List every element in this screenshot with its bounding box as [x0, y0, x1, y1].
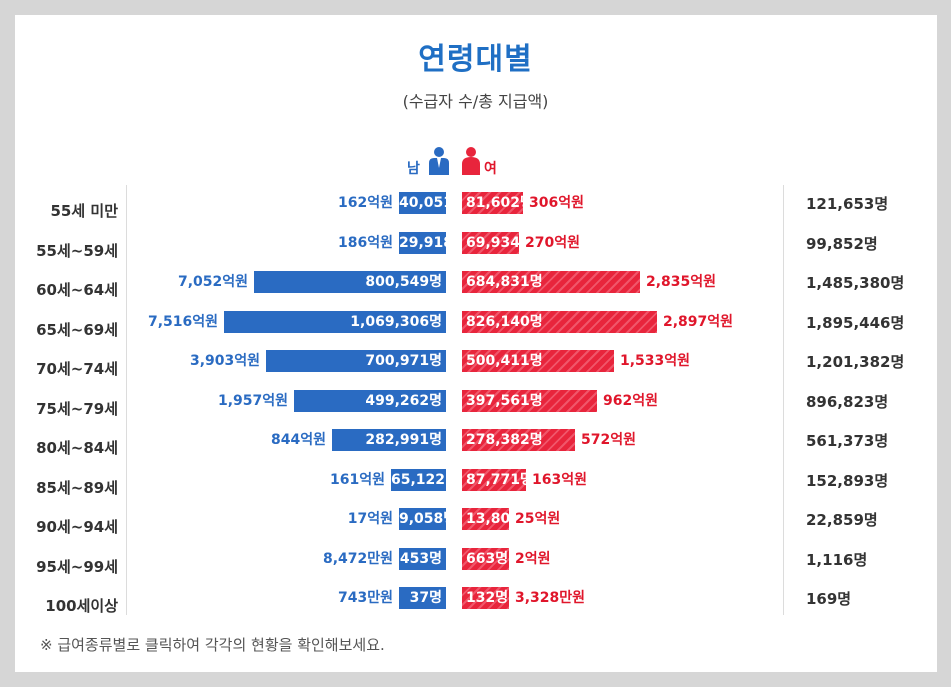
- female-amount-label: 2억원: [515, 551, 551, 567]
- male-bar[interactable]: 37명: [399, 587, 446, 609]
- male-amount-label: 161억원: [330, 472, 385, 488]
- male-amount-label: 186억원: [338, 235, 393, 251]
- female-amount-label: 25억원: [515, 511, 561, 527]
- female-bar[interactable]: 397,561명: [462, 390, 597, 412]
- female-bar[interactable]: 69,934명: [462, 232, 533, 254]
- female-bar[interactable]: 87,771명: [462, 469, 533, 491]
- male-amount-label: 8,472만원: [322, 551, 393, 567]
- male-amount-label: 743만원: [338, 590, 393, 606]
- female-bar[interactable]: 663명: [462, 548, 509, 570]
- male-amount-label: 3,903억원: [189, 353, 260, 369]
- total-label: 1,201,382명: [806, 353, 905, 371]
- female-amount-label: 306억원: [529, 195, 584, 211]
- category-label: 70세~74세: [36, 360, 118, 378]
- legend-male-label: 남: [407, 161, 420, 177]
- male-bar[interactable]: 1,069,306명: [224, 311, 446, 333]
- category-label: 55세~59세: [36, 242, 118, 260]
- male-bar[interactable]: 65,122명: [391, 469, 458, 491]
- female-amount-label: 3,328만원: [515, 590, 586, 606]
- category-label: 85세~89세: [36, 479, 118, 497]
- female-person-icon: [462, 147, 480, 175]
- category-label: 75세~79세: [36, 400, 118, 418]
- female-amount-label: 1,533억원: [620, 353, 691, 369]
- chart-title: 연령대별: [418, 42, 533, 77]
- female-bar[interactable]: 132명: [462, 587, 509, 609]
- total-label: 22,859명: [806, 511, 878, 529]
- category-label: 95세~99세: [36, 558, 118, 576]
- category-label: 65세~69세: [36, 321, 118, 339]
- female-amount-label: 962억원: [603, 393, 658, 409]
- total-label: 99,852명: [806, 235, 878, 253]
- male-person-icon: [429, 147, 449, 175]
- female-bar[interactable]: 500,411명: [462, 350, 614, 372]
- total-label: 1,116명: [806, 551, 868, 569]
- male-bar[interactable]: 40,051명: [399, 192, 466, 214]
- male-amount-label: 162억원: [338, 195, 393, 211]
- left-divider: [126, 185, 127, 615]
- total-label: 152,893명: [806, 472, 889, 490]
- male-bar[interactable]: 800,549명: [254, 271, 446, 293]
- female-amount-label: 572억원: [581, 432, 636, 448]
- female-amount-label: 2,897억원: [663, 314, 734, 330]
- male-bar[interactable]: 453명: [399, 548, 446, 570]
- male-bar[interactable]: 9,058명: [399, 508, 456, 530]
- female-bar[interactable]: 81,602명: [462, 192, 533, 214]
- female-bar[interactable]: 826,140명: [462, 311, 657, 333]
- male-bar[interactable]: 700,971명: [266, 350, 446, 372]
- total-label: 1,895,446명: [806, 314, 905, 332]
- total-label: 561,373명: [806, 432, 889, 450]
- female-bar[interactable]: 278,382명: [462, 429, 575, 451]
- total-label: 169명: [806, 590, 852, 608]
- category-label: 100세이상: [45, 597, 118, 615]
- chart-panel: [15, 15, 937, 672]
- category-label: 80세~84세: [36, 439, 118, 457]
- male-amount-label: 844억원: [271, 432, 326, 448]
- male-amount-label: 7,516억원: [147, 314, 218, 330]
- chart-subtitle: (수급자 수/총 지급액): [402, 92, 549, 111]
- male-bar[interactable]: 499,262명: [294, 390, 446, 412]
- total-label: 121,653명: [806, 195, 889, 213]
- male-bar[interactable]: 29,918명: [399, 232, 466, 254]
- female-bar[interactable]: 13,801명: [462, 508, 533, 530]
- category-label: 60세~64세: [36, 281, 118, 299]
- legend-female-label: 여: [484, 161, 497, 177]
- female-bar[interactable]: 684,831명: [462, 271, 640, 293]
- right-divider: [783, 185, 784, 615]
- male-amount-label: 1,957억원: [217, 393, 288, 409]
- male-amount-label: 17억원: [347, 511, 393, 527]
- footnote: ※ 급여종류별로 클릭하여 각각의 현황을 확인해보세요.: [40, 636, 385, 654]
- female-amount-label: 270억원: [525, 235, 580, 251]
- total-label: 896,823명: [806, 393, 889, 411]
- male-bar[interactable]: 282,991명: [332, 429, 446, 451]
- female-amount-label: 2,835억원: [646, 274, 717, 290]
- category-label: 90세~94세: [36, 518, 118, 536]
- total-label: 1,485,380명: [806, 274, 905, 292]
- female-amount-label: 163억원: [532, 472, 587, 488]
- male-amount-label: 7,052억원: [177, 274, 248, 290]
- category-label: 55세 미만: [50, 202, 119, 220]
